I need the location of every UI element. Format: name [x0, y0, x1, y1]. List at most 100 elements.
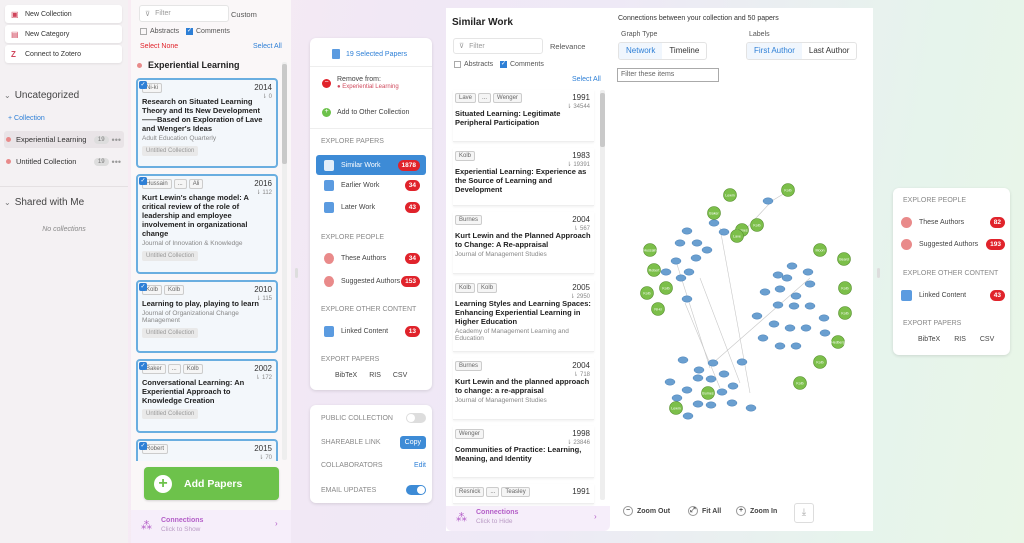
author-chip[interactable]: Kolb	[164, 285, 185, 295]
export-csv-button[interactable]: CSV	[979, 336, 995, 343]
graph-node-paper[interactable]	[784, 324, 796, 332]
graph-node-paper[interactable]	[660, 268, 672, 276]
graph-node-collection[interactable]	[831, 335, 845, 349]
author-chip[interactable]: Ali	[188, 179, 204, 189]
author-chip[interactable]: Resnick	[455, 487, 485, 497]
graph-node-paper[interactable]	[804, 280, 816, 288]
abstracts-checkbox[interactable]: Abstracts	[140, 28, 179, 35]
check-icon[interactable]: ✓	[139, 283, 147, 291]
similar-paper-card[interactable]: Kolb 1983 ⇂ 19391 Experiential Learning:…	[453, 148, 594, 206]
paper-title[interactable]: Conversational Learning: An Experiential…	[142, 378, 245, 405]
edit-collaborators-link[interactable]: Edit	[413, 462, 426, 469]
graph-node-paper[interactable]	[681, 227, 693, 235]
author-chip[interactable]: Wenger	[493, 93, 522, 103]
similar-work-button[interactable]: Similar Work 1878	[316, 155, 426, 175]
graph-node-paper[interactable]	[790, 342, 802, 350]
connect-zotero-button[interactable]: Z Connect to Zotero	[5, 45, 122, 63]
author-chip[interactable]: ...	[173, 179, 187, 189]
public-collection-toggle[interactable]	[406, 413, 426, 423]
graph-node-paper[interactable]	[745, 404, 757, 412]
graph-node-paper[interactable]	[818, 314, 830, 322]
graph-node-paper[interactable]	[788, 302, 800, 310]
add-collection-link[interactable]: + Collection	[8, 115, 45, 122]
graph-node-collection[interactable]	[781, 183, 795, 197]
graph-node-collection[interactable]	[813, 243, 827, 257]
author-chip[interactable]: Teasley	[501, 487, 530, 497]
new-collection-button[interactable]: ▣ New Collection	[5, 5, 122, 23]
paper-title[interactable]: Research on Situated Learning Theory and…	[142, 97, 263, 133]
graph-node-paper[interactable]	[701, 246, 713, 254]
graph-node-collection[interactable]	[750, 218, 764, 232]
graph-node-paper[interactable]	[691, 239, 703, 247]
graph-node-paper[interactable]	[772, 271, 784, 279]
graph-node-collection[interactable]	[723, 188, 737, 202]
export-ris-button[interactable]: RIS	[369, 372, 381, 379]
graph-node-collection[interactable]	[659, 281, 673, 295]
shared-header[interactable]: ⌄ Shared with Me	[4, 197, 85, 208]
graph-node-collection[interactable]	[643, 243, 657, 257]
comments-checkbox[interactable]: ✓ Comments	[186, 28, 230, 35]
graph-node-paper[interactable]	[681, 295, 693, 303]
graph-node-paper[interactable]	[772, 301, 784, 309]
check-icon[interactable]: ✓	[139, 81, 147, 89]
graph-node-paper[interactable]	[705, 401, 717, 409]
linked-content-button[interactable]: Linked Content 13	[316, 322, 426, 340]
author-chip[interactable]: Kolb	[455, 151, 476, 161]
paper-title[interactable]: Communities of Practice: Learning, Meani…	[455, 445, 582, 463]
graph-node-collection[interactable]	[701, 386, 715, 400]
more-icon[interactable]: •••	[111, 156, 121, 167]
graph-node-paper[interactable]	[790, 292, 802, 300]
graph-node-paper[interactable]	[757, 334, 769, 342]
graph-node-paper[interactable]	[692, 400, 704, 408]
uncategorized-header[interactable]: ⌄ Uncategorized	[4, 90, 80, 101]
similar-paper-card[interactable]: Resnick... Teasley 1991	[453, 484, 594, 504]
similar-paper-card[interactable]: Wenger 1998 ⇂ 23846 Communities of Pract…	[453, 426, 594, 478]
author-chip[interactable]: Burnes	[455, 361, 483, 371]
email-updates-toggle[interactable]	[406, 485, 426, 495]
paper-card[interactable]: ✓ Hussain... Ali 2016 ⇂ 112 Kurt Lewin's …	[136, 174, 278, 274]
similar-paper-card[interactable]: Kolb Kolb 2005 ⇂ 2950 Learning Styles and…	[453, 280, 594, 352]
fit-all-button[interactable]: ⤢ Fit All	[688, 506, 721, 516]
more-icon[interactable]: •••	[111, 134, 121, 145]
graph-node-collection[interactable]	[838, 281, 852, 295]
graph-node-paper[interactable]	[819, 329, 831, 337]
linked-content-button[interactable]: Linked Content 43	[901, 287, 1005, 303]
graph-node-paper[interactable]	[708, 219, 720, 227]
select-none-link[interactable]: Select None	[140, 43, 179, 50]
graph-node-collection[interactable]	[838, 306, 852, 320]
network-graph[interactable]: Lewin Kolb Baker Burnes Kolb Lave Hussain Rober…	[610, 178, 873, 438]
paper-card[interactable]: ✓ Ni-ki 2014 ⇂ 0 Research on Situated Le…	[136, 78, 278, 168]
papers-filter-input[interactable]: ⊽ Filter	[139, 5, 229, 22]
graph-node-paper[interactable]	[781, 274, 793, 282]
similar-paper-card[interactable]: Lave... Wenger 1991 ⇂ 34544 Situated Lear…	[453, 90, 594, 142]
graph-node-paper[interactable]	[736, 358, 748, 366]
author-chip[interactable]: Burnes	[455, 215, 483, 225]
collection-untitled[interactable]: Untitled Collection 19 •••	[4, 153, 124, 170]
similar-comments-checkbox[interactable]: ✓ Comments	[500, 61, 544, 68]
graph-node-paper[interactable]	[727, 382, 739, 390]
graph-node-paper[interactable]	[682, 412, 694, 420]
paper-title[interactable]: Kurt Lewin and the Planned Approach to C…	[455, 231, 591, 249]
author-chip[interactable]: Lave	[455, 93, 477, 103]
similar-scrollbar[interactable]	[600, 90, 605, 500]
graph-node-collection[interactable]	[669, 401, 683, 415]
graph-node-collection[interactable]	[707, 206, 721, 220]
papers-scrollbar[interactable]	[282, 62, 287, 460]
connections-hide-toggle[interactable]: ⁂ Connections Click to Hide ›	[446, 506, 610, 531]
graph-node-paper[interactable]	[681, 386, 693, 394]
similar-paper-card[interactable]: Burnes 2004 ⇂ 718 Kurt Lewin and the pla…	[453, 358, 594, 420]
graph-node-collection[interactable]	[793, 376, 807, 390]
papers-sort-select[interactable]: Custom	[231, 10, 257, 19]
graph-node-paper[interactable]	[670, 257, 682, 265]
paper-card[interactable]: ✓ Robert 2015 ⇂ 70	[136, 439, 278, 461]
these-authors-button[interactable]: These Authors 34	[316, 249, 426, 267]
earlier-work-button[interactable]: Earlier Work 34	[316, 176, 426, 194]
graph-node-paper[interactable]	[705, 375, 717, 383]
author-chip[interactable]: ...	[478, 93, 492, 103]
graph-node-collection[interactable]	[837, 252, 851, 266]
paper-card[interactable]: ✓ Kolb Kolb 2010 ⇂ 115 Learning to play, …	[136, 280, 278, 353]
graph-node-paper[interactable]	[718, 228, 730, 236]
graph-node-paper[interactable]	[674, 239, 686, 247]
paper-title[interactable]: Experiential Learning: Experience as the…	[455, 167, 587, 194]
similar-filter-input[interactable]: ⊽ Filter	[453, 38, 543, 54]
